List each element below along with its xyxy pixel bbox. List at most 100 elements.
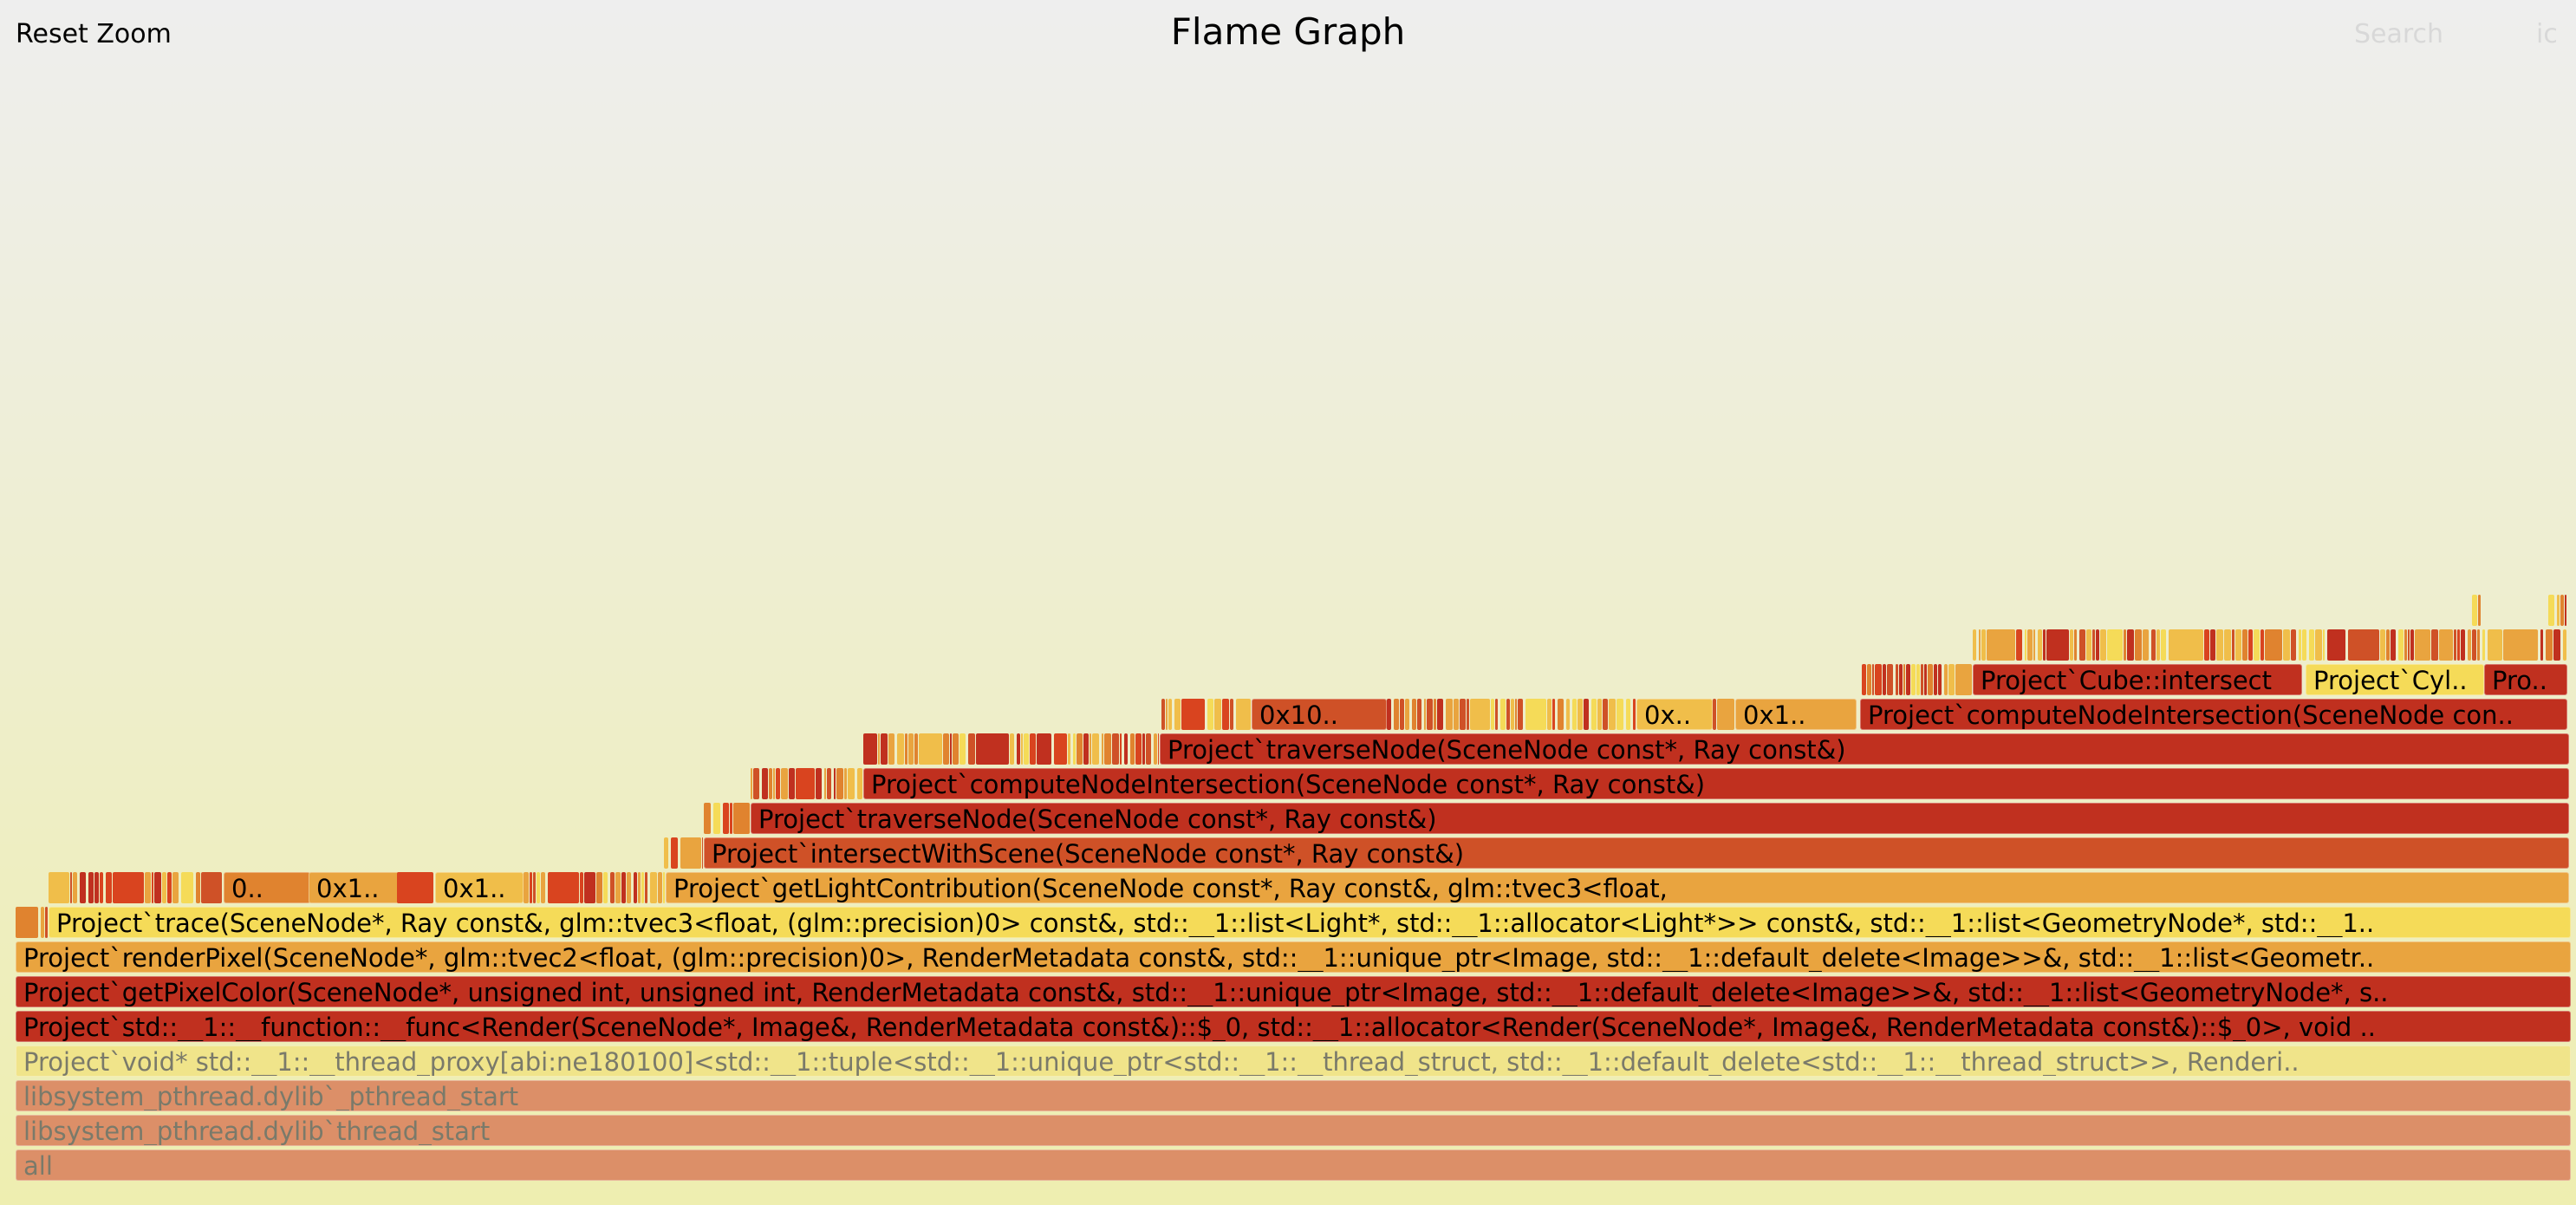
frame-get-light-contribution[interactable]: Project`getLightContribution(SceneNode c… xyxy=(666,872,2569,903)
flame-frame[interactable] xyxy=(2204,629,2209,661)
flame-frame[interactable] xyxy=(541,872,545,903)
flame-frame[interactable] xyxy=(2348,629,2379,661)
flame-frame[interactable] xyxy=(2092,629,2095,661)
frame-traverse-node[interactable]: Project`traverseNode(SceneNode const*, R… xyxy=(1160,733,2569,765)
flame-frame[interactable] xyxy=(762,768,768,799)
flame-frame[interactable] xyxy=(641,872,644,903)
flame-frame[interactable] xyxy=(1552,699,1555,730)
frame-intersect-with-scene[interactable]: Project`intersectWithScene(SceneNode con… xyxy=(704,837,2569,869)
flame-frame[interactable] xyxy=(1928,664,1933,695)
flame-frame[interactable] xyxy=(680,837,701,869)
flame-frame[interactable] xyxy=(658,872,662,903)
flame-frame[interactable] xyxy=(878,733,880,765)
flame-frame[interactable] xyxy=(827,768,831,799)
flame-frame[interactable] xyxy=(201,872,222,903)
flame-frame[interactable] xyxy=(1017,733,1020,765)
flame-frame[interactable] xyxy=(1387,699,1391,730)
flame-frame[interactable] xyxy=(196,872,200,903)
flame-frame[interactable] xyxy=(1944,664,1948,695)
flame-frame[interactable] xyxy=(943,733,949,765)
flame-frame[interactable] xyxy=(1412,699,1416,730)
flame-frame[interactable] xyxy=(1010,733,1014,765)
flame-frame[interactable] xyxy=(2309,629,2314,661)
flame-frame[interactable] xyxy=(2100,629,2106,661)
frame-thread-proxy[interactable]: Project`void* std::__1::__thread_proxy[a… xyxy=(16,1045,2571,1077)
flame-frame[interactable] xyxy=(1597,699,1602,730)
flame-frame[interactable] xyxy=(154,872,161,903)
flame-frame[interactable] xyxy=(888,733,894,765)
frame-get-pixel-color[interactable]: Project`getPixelColor(SceneNode*, unsign… xyxy=(16,976,2571,1007)
flame-frame[interactable] xyxy=(2299,629,2301,661)
flame-frame[interactable] xyxy=(1883,664,1886,695)
ignore-case-toggle[interactable]: ic xyxy=(2536,19,2558,49)
frame-function-func[interactable]: Project`std::__1::__function::__func<Ren… xyxy=(16,1011,2571,1042)
flame-frame[interactable] xyxy=(2027,629,2033,661)
flame-frame[interactable] xyxy=(167,872,172,903)
flame-frame[interactable] xyxy=(2169,629,2203,661)
flame-frame[interactable] xyxy=(773,768,775,799)
flame-frame[interactable] xyxy=(106,872,112,903)
flame-frame[interactable] xyxy=(1577,699,1583,730)
flame-frame[interactable] xyxy=(2482,629,2485,661)
flame-frame[interactable] xyxy=(2468,629,2471,661)
flame-frame[interactable] xyxy=(1021,733,1023,765)
flame-frame[interactable] xyxy=(533,872,536,903)
flame-frame[interactable] xyxy=(2046,629,2069,661)
flame-frame[interactable] xyxy=(1112,733,1119,765)
flame-frame[interactable] xyxy=(2254,629,2260,661)
flame-frame[interactable] xyxy=(397,872,433,903)
flame-frame[interactable] xyxy=(1077,733,1083,765)
flame-frame[interactable] xyxy=(1591,699,1597,730)
flame-frame[interactable] xyxy=(2391,629,2396,661)
flame-frame[interactable] xyxy=(1584,699,1589,730)
frame-trace[interactable]: Project`trace(SceneNode*, Ray const&, gl… xyxy=(49,907,2571,938)
flame-frame[interactable] xyxy=(863,733,877,765)
flame-frame[interactable] xyxy=(2488,629,2502,661)
flame-frame[interactable] xyxy=(1633,699,1636,730)
flame-frame[interactable] xyxy=(548,872,579,903)
flame-frame[interactable] xyxy=(1899,664,1903,695)
flame-frame[interactable] xyxy=(1073,733,1076,765)
flame-frame[interactable] xyxy=(1120,733,1122,765)
flame-frame[interactable] xyxy=(1166,699,1168,730)
flame-frame[interactable] xyxy=(2043,629,2046,661)
flame-frame[interactable] xyxy=(1142,733,1145,765)
flame-frame[interactable] xyxy=(2291,629,2296,661)
flame-frame[interactable] xyxy=(834,768,836,799)
flame-frame[interactable] xyxy=(100,872,103,903)
flame-frame[interactable] xyxy=(2261,629,2264,661)
flame-frame[interactable] xyxy=(897,733,904,765)
flame-frame[interactable] xyxy=(769,768,772,799)
flame-frame[interactable] xyxy=(584,872,595,903)
frame-cube-intersect[interactable]: Project`Cube::intersect xyxy=(1973,664,2302,695)
flame-frame[interactable] xyxy=(2033,629,2035,661)
flame-frame[interactable] xyxy=(2457,629,2460,661)
flame-frame[interactable] xyxy=(844,768,847,799)
flame-frame[interactable] xyxy=(2461,629,2465,661)
flame-frame[interactable] xyxy=(2386,629,2390,661)
flame-frame[interactable] xyxy=(733,803,750,834)
flame-frame[interactable] xyxy=(524,872,529,903)
flame-frame[interactable] xyxy=(80,872,86,903)
flame-frame[interactable] xyxy=(1158,733,1159,765)
flame-frame[interactable] xyxy=(2079,629,2085,661)
flame-frame[interactable] xyxy=(2454,629,2456,661)
search-button[interactable]: Search xyxy=(2354,19,2444,49)
flame-frame[interactable] xyxy=(1626,699,1630,730)
flame-frame[interactable] xyxy=(730,803,732,834)
flame-frame[interactable] xyxy=(1168,699,1172,730)
flame-frame[interactable] xyxy=(1207,699,1213,730)
flame-frame[interactable] xyxy=(603,872,608,903)
flame-frame[interactable] xyxy=(1135,733,1142,765)
flame-frame[interactable] xyxy=(1236,699,1251,730)
flame-frame[interactable] xyxy=(968,733,975,765)
flame-frame[interactable] xyxy=(73,872,77,903)
flame-frame[interactable] xyxy=(1506,699,1510,730)
flame-frame[interactable] xyxy=(172,872,179,903)
flame-frame[interactable] xyxy=(723,803,729,834)
flame-frame[interactable] xyxy=(2477,629,2480,661)
flame-frame[interactable] xyxy=(2016,629,2022,661)
flame-frame[interactable] xyxy=(1030,733,1036,765)
flame-frame[interactable] xyxy=(1037,733,1051,765)
flame-frame[interactable] xyxy=(2478,595,2481,626)
